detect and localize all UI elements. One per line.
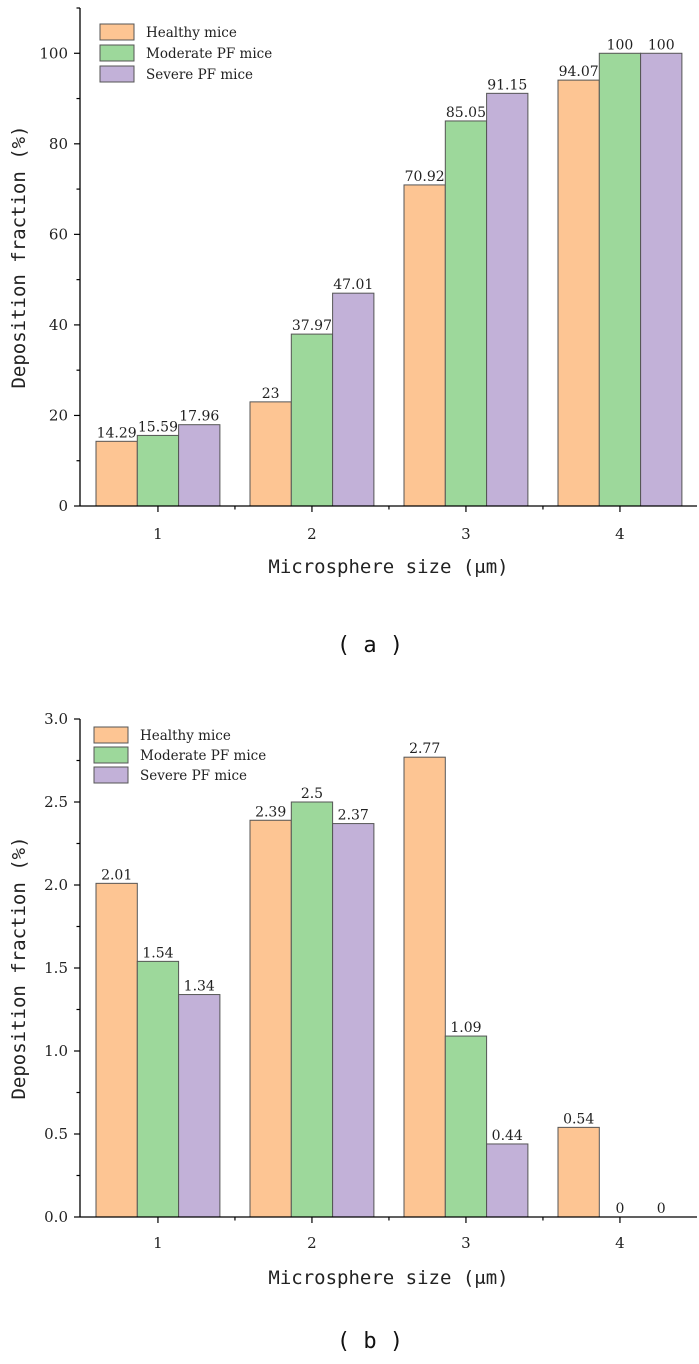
y-axis-title: Deposition fraction (%) bbox=[8, 836, 30, 1099]
y-tick-label: 2.5 bbox=[44, 793, 68, 811]
data-label-severe-size-4: 100 bbox=[648, 37, 675, 53]
panel-a-label: ( a ) bbox=[337, 633, 403, 658]
y-tick-label: 1.5 bbox=[44, 959, 68, 977]
y-tick-label: 3.0 bbox=[44, 710, 68, 728]
data-label-severe-size-3: 91.15 bbox=[487, 77, 527, 93]
data-label-severe-size-4: 0 bbox=[657, 1201, 666, 1217]
data-label-moderate-size-3: 85.05 bbox=[446, 105, 486, 121]
x-tick-label: 2 bbox=[307, 525, 317, 543]
data-label-moderate-size-3: 1.09 bbox=[450, 1020, 481, 1036]
bar-healthy-size-4 bbox=[557, 79, 600, 507]
data-label-severe-size-1: 1.34 bbox=[184, 979, 215, 995]
data-label-moderate-size-4: 100 bbox=[607, 37, 634, 53]
y-axis-title: Deposition fraction (%) bbox=[8, 125, 30, 388]
bar-severe-size-3 bbox=[486, 1143, 529, 1218]
legend-label-severe: Severe PF mice bbox=[146, 67, 253, 83]
data-label-moderate-size-2: 37.97 bbox=[292, 318, 332, 334]
data-label-healthy-size-4: 94.07 bbox=[559, 64, 599, 80]
bar-moderate-size-2 bbox=[290, 801, 334, 1218]
x-tick-label: 3 bbox=[461, 1234, 471, 1252]
y-tick-label: 100 bbox=[39, 44, 68, 62]
bar-severe-size-4 bbox=[640, 52, 683, 507]
data-label-moderate-size-1: 1.54 bbox=[142, 945, 173, 961]
panel-b-label: ( b ) bbox=[337, 1329, 403, 1354]
bar-moderate-size-4 bbox=[598, 52, 642, 507]
data-label-healthy-size-1: 14.29 bbox=[97, 425, 137, 441]
y-tick-label: 40 bbox=[49, 316, 68, 334]
y-tick-label: 60 bbox=[49, 225, 68, 243]
bar-moderate-size-3 bbox=[444, 1035, 488, 1218]
bar-healthy-size-4 bbox=[557, 1126, 600, 1218]
data-label-healthy-size-2: 23 bbox=[262, 386, 280, 402]
bar-healthy-size-1 bbox=[95, 440, 138, 507]
x-tick-label: 3 bbox=[461, 525, 471, 543]
data-label-healthy-size-3: 70.92 bbox=[405, 169, 445, 185]
legend-swatch-healthy bbox=[99, 23, 135, 41]
legend-swatch-moderate bbox=[93, 746, 129, 764]
bar-severe-size-1 bbox=[178, 424, 221, 507]
bar-severe-size-2 bbox=[332, 823, 375, 1218]
x-axis-title: Microsphere size (μm) bbox=[268, 1267, 508, 1289]
x-tick-label: 4 bbox=[615, 1234, 625, 1252]
legend-swatch-severe bbox=[93, 766, 129, 784]
bar-severe-size-2 bbox=[332, 292, 375, 507]
legend-swatch-healthy bbox=[93, 726, 129, 744]
bar-moderate-size-1 bbox=[136, 434, 180, 507]
x-tick-label: 1 bbox=[153, 525, 163, 543]
bar-healthy-size-1 bbox=[95, 882, 138, 1218]
bar-healthy-size-2 bbox=[249, 819, 292, 1218]
x-tick-label: 2 bbox=[307, 1234, 317, 1252]
legend-swatch-severe bbox=[99, 65, 135, 83]
x-tick-label: 1 bbox=[153, 1234, 163, 1252]
bar-healthy-size-2 bbox=[249, 401, 292, 507]
data-label-moderate-size-1: 15.59 bbox=[138, 419, 178, 435]
y-tick-label: 0.0 bbox=[44, 1208, 68, 1226]
data-label-severe-size-2: 47.01 bbox=[333, 277, 373, 293]
legend-label-moderate: Moderate PF mice bbox=[146, 46, 272, 62]
legend-label-moderate: Moderate PF mice bbox=[140, 748, 266, 764]
x-axis-title: Microsphere size (μm) bbox=[268, 556, 508, 578]
legend-swatch-moderate bbox=[99, 44, 135, 62]
legend-label-healthy: Healthy mice bbox=[140, 728, 231, 744]
y-tick-label: 0 bbox=[58, 497, 68, 515]
legend-label-severe: Severe PF mice bbox=[140, 768, 247, 784]
chart-panel-a: 14.292370.9294.0715.5937.9785.0510017.96… bbox=[8, 7, 697, 578]
bar-moderate-size-1 bbox=[136, 960, 180, 1218]
y-tick-label: 1.0 bbox=[44, 1042, 68, 1060]
x-tick-label: 4 bbox=[615, 525, 625, 543]
bar-healthy-size-3 bbox=[403, 184, 446, 507]
bar-moderate-size-3 bbox=[444, 120, 488, 507]
data-label-moderate-size-4: 0 bbox=[615, 1201, 624, 1217]
chart-panel-b: 2.012.392.770.541.542.51.0901.342.370.44… bbox=[8, 710, 697, 1289]
y-tick-label: 0.5 bbox=[44, 1125, 68, 1143]
data-label-healthy-size-2: 2.39 bbox=[255, 804, 286, 820]
data-label-moderate-size-2: 2.5 bbox=[301, 786, 323, 802]
bar-severe-size-1 bbox=[178, 994, 221, 1218]
bar-healthy-size-3 bbox=[403, 756, 446, 1218]
y-tick-label: 80 bbox=[49, 135, 68, 153]
y-tick-label: 20 bbox=[49, 406, 68, 424]
data-label-severe-size-1: 17.96 bbox=[179, 409, 219, 425]
legend-label-healthy: Healthy mice bbox=[146, 25, 237, 41]
bar-moderate-size-2 bbox=[290, 333, 334, 507]
data-label-severe-size-2: 2.37 bbox=[338, 808, 369, 824]
bar-severe-size-3 bbox=[486, 92, 529, 507]
data-label-healthy-size-4: 0.54 bbox=[563, 1111, 594, 1127]
y-tick-label: 2.0 bbox=[44, 876, 68, 894]
data-label-severe-size-3: 0.44 bbox=[492, 1128, 523, 1144]
data-label-healthy-size-3: 2.77 bbox=[409, 741, 440, 757]
data-label-healthy-size-1: 2.01 bbox=[101, 867, 132, 883]
